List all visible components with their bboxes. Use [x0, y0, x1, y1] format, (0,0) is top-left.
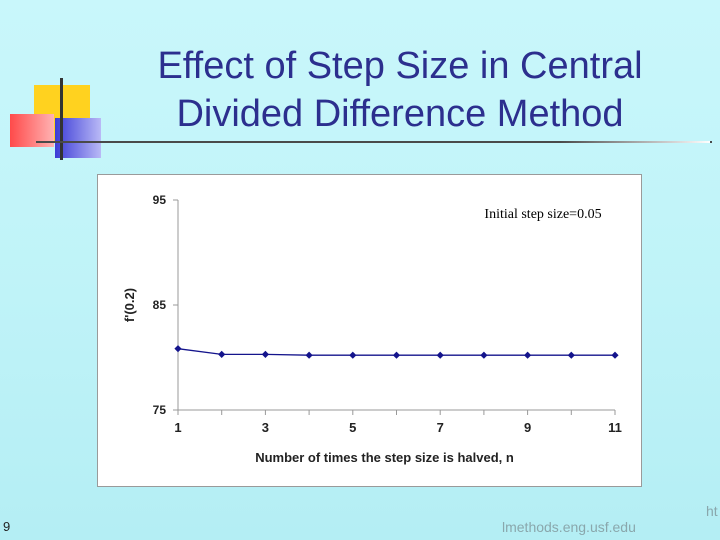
chart-annotation: Initial step size=0.05 — [484, 207, 601, 222]
slide-title-line-2: Divided Difference Method — [176, 93, 624, 135]
x-tick-label: 3 — [262, 420, 269, 435]
title-underline — [36, 141, 712, 143]
x-axis-label: Number of times the step size is halved,… — [255, 450, 514, 465]
data-point-marker — [218, 350, 226, 358]
x-tick-label: 5 — [349, 420, 356, 435]
y-tick-label: 75 — [153, 403, 167, 417]
line-chart: 75 85 95 1 3 5 7 9 11 Number of times the step si… — [122, 193, 622, 465]
y-tick-label: 95 — [153, 193, 167, 207]
x-tick-label: 7 — [437, 420, 444, 435]
slide-title-line-1: Effect of Step Size in Central — [157, 45, 643, 87]
data-point-marker — [436, 351, 444, 359]
footer-url[interactable]: lmethods.eng.usf.edu — [502, 519, 636, 535]
data-point-marker — [611, 351, 619, 359]
title-underline-fade — [560, 141, 710, 143]
decor-vertical-line — [60, 78, 63, 160]
data-point-marker — [174, 345, 182, 353]
corner-text: ht — [706, 503, 718, 519]
data-point-marker — [480, 351, 488, 359]
x-tick-label: 11 — [608, 420, 622, 435]
slide-number: 9 — [3, 519, 11, 534]
data-point-marker — [567, 351, 575, 359]
chart-panel: 75 85 95 1 3 5 7 9 11 Number of times the step si… — [97, 174, 642, 487]
data-point-marker — [261, 350, 269, 358]
data-point-marker — [305, 351, 313, 359]
x-tick-label: 1 — [174, 420, 181, 435]
y-tick-label: 85 — [153, 298, 167, 312]
data-point-marker — [392, 351, 401, 359]
data-point-marker — [349, 351, 357, 359]
data-point-marker — [524, 351, 532, 359]
y-axis-label: f'(0.2) — [122, 288, 137, 322]
slide-title: Effect of Step Size in Central Divided D… — [130, 42, 670, 138]
x-tick-label: 9 — [524, 420, 531, 435]
